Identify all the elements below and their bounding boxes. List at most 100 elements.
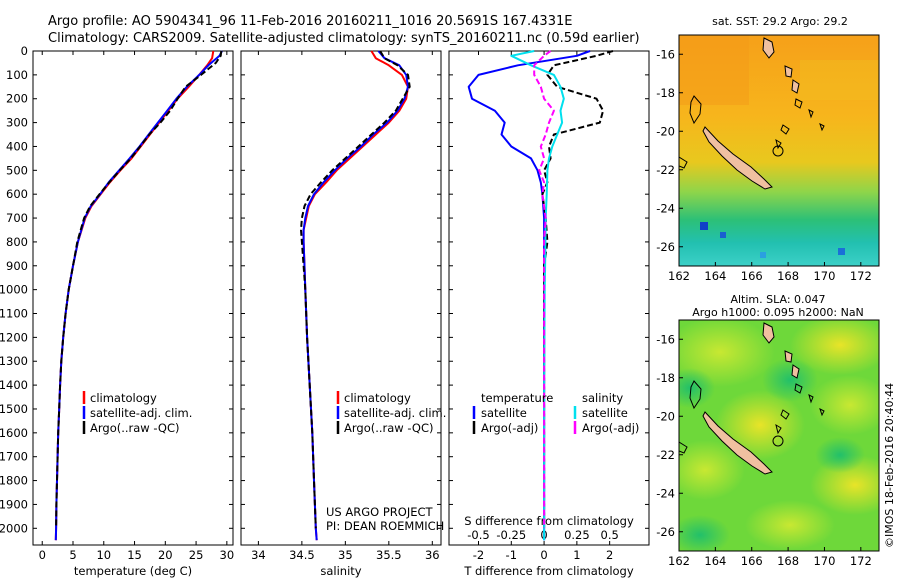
series-line-s-argo-adj	[533, 50, 555, 529]
sst-cold-pixel	[700, 222, 708, 230]
y-tick-label: 900	[6, 259, 28, 273]
y-tick-label: 2000	[0, 521, 28, 535]
loyalty-island	[780, 409, 790, 420]
x-tick-label: 34	[251, 548, 266, 562]
header-line1: Argo profile: AO 5904341_96 11-Feb-2016 …	[48, 14, 572, 29]
legend-s-title: salinity	[582, 391, 623, 405]
y-tick-label: 1700	[0, 450, 28, 464]
map-x-tick-label: 170	[813, 554, 835, 568]
legend-satellite: satellite-adj. clim.	[344, 406, 446, 420]
x-tick-label: 0	[540, 548, 547, 562]
series-line-climatology	[302, 50, 409, 541]
argo-float-marker	[772, 435, 784, 447]
y-tick-label: 300	[6, 116, 28, 130]
islet	[808, 109, 814, 119]
x-tick-label: 0	[39, 548, 46, 562]
s-tick-label: 0.5	[601, 528, 619, 542]
map-y-tick-label: -18	[656, 86, 675, 100]
y-tick-label: 100	[6, 68, 28, 82]
temperature-legend: climatology satellite-adj. clim. Argo(..…	[82, 391, 192, 435]
legend-satellite: satellite-adj. clim.	[90, 406, 192, 420]
sst-map-frame	[678, 34, 880, 267]
y-tick-label: 600	[6, 187, 28, 201]
sla-map-frame	[678, 319, 880, 552]
y-tick-label: 400	[6, 139, 28, 153]
loyalty-island	[775, 138, 782, 150]
x-tick-label: 20	[158, 548, 173, 562]
legend-s-argo: Argo(-adj)	[582, 421, 639, 435]
reef-outline	[679, 441, 688, 454]
y-tick-label: 0	[21, 44, 28, 58]
islet	[819, 408, 825, 417]
y-tick-label: 1900	[0, 497, 28, 511]
map-x-tick-label: 172	[850, 554, 872, 568]
vanuatu-island	[794, 383, 803, 394]
s-tick-label: 0.25	[564, 528, 590, 542]
map-x-tick-label: 168	[777, 269, 799, 283]
map-x-tick-label: 164	[704, 554, 726, 568]
reef-outline	[679, 156, 688, 169]
vanuatu-island	[784, 350, 793, 363]
map-x-tick-label: 166	[741, 554, 763, 568]
project-annotation: US ARGO PROJECT	[326, 505, 434, 519]
map-x-tick-label: 170	[813, 269, 835, 283]
map-x-tick-label: 162	[668, 554, 690, 568]
x-tick-label: 25	[189, 548, 204, 562]
plot-frame	[448, 50, 650, 546]
coastline	[679, 37, 825, 190]
map-y-tick-label: -18	[656, 371, 675, 385]
map-y-tick-label: -20	[656, 124, 675, 138]
new-caledonia-island	[702, 411, 773, 475]
x-tick-label: 30	[220, 548, 235, 562]
sst-warm-patch	[679, 35, 749, 105]
sla-map	[679, 320, 879, 551]
new-caledonia-island	[702, 126, 773, 190]
y-tick-label: 1100	[0, 307, 28, 321]
y-tick-label: 500	[6, 163, 28, 177]
x-axis-label: T difference from climatology	[463, 564, 634, 578]
x-axis-label: temperature (deg C)	[74, 564, 192, 578]
y-tick-label: 1300	[0, 354, 28, 368]
series-line-argo-raw-qc	[55, 50, 223, 529]
sst-patch	[800, 60, 879, 100]
map-x-tick-label: 166	[741, 269, 763, 283]
x-tick-label: 5	[69, 548, 76, 562]
sst-map	[679, 35, 879, 266]
series-line-s-satellite	[510, 50, 565, 541]
series-line-climatology	[54, 50, 215, 541]
plot-frame	[240, 50, 442, 546]
vanuatu-island	[791, 79, 800, 94]
y-tick-label: 1400	[0, 378, 28, 392]
coastline	[679, 322, 825, 475]
temperature-panel: 0 5 10 15 20 25 300100200300400500600700800900…	[0, 44, 234, 578]
reef-outline	[689, 95, 702, 125]
header-line2: Climatology: CARS2009. Satellite-adjuste…	[48, 31, 640, 46]
series-line-argo-raw-qc	[300, 50, 411, 529]
x-tick-label: 1	[573, 548, 580, 562]
sla-high-blob	[790, 320, 879, 375]
map-y-tick-label: -16	[656, 47, 675, 61]
map-x-tick-label: 164	[704, 269, 726, 283]
sla-high-blob	[679, 440, 745, 500]
pi-annotation: PI: DEAN ROEMMICH	[326, 519, 444, 533]
vanuatu-island	[784, 65, 793, 78]
map-y-tick-label: -22	[656, 163, 675, 177]
sla-low-blob	[679, 368, 715, 408]
salinity-legend: climatology satellite-adj. clim. Argo(..…	[326, 391, 446, 533]
sla-map-title1: Altim. SLA: 0.047	[730, 293, 825, 306]
reef-outline	[689, 380, 702, 410]
legend-argo: Argo(..raw -QC)	[344, 421, 434, 435]
sla-low-blob	[679, 515, 730, 551]
x-tick-label: -1	[506, 548, 517, 562]
series-line-satellite-adj-clim	[302, 50, 409, 541]
x-tick-label: 35.5	[376, 548, 402, 562]
y-tick-label: 1800	[0, 474, 28, 488]
legend-t-argo: Argo(-adj)	[481, 421, 538, 435]
map-y-tick-label: -26	[656, 240, 675, 254]
sst-cold-pixel	[760, 252, 766, 258]
loyalty-island	[780, 124, 790, 135]
islet	[819, 123, 825, 132]
credit-text: ©IMOS 18-Feb-2016 20:40:44	[883, 383, 896, 548]
plot-frame	[32, 50, 234, 546]
